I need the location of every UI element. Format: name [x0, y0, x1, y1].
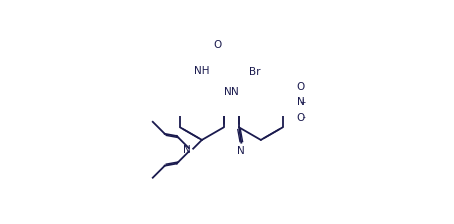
- Text: Br: Br: [248, 67, 260, 77]
- Text: +: +: [299, 98, 306, 107]
- Text: N: N: [231, 88, 239, 97]
- Text: N: N: [183, 145, 190, 155]
- Text: -: -: [303, 113, 306, 122]
- Text: N: N: [224, 88, 232, 97]
- Text: O: O: [296, 82, 305, 92]
- Text: N: N: [297, 97, 305, 107]
- Text: NH: NH: [194, 66, 210, 76]
- Text: O: O: [213, 40, 221, 50]
- Text: O: O: [296, 113, 305, 123]
- Text: N: N: [237, 146, 245, 156]
